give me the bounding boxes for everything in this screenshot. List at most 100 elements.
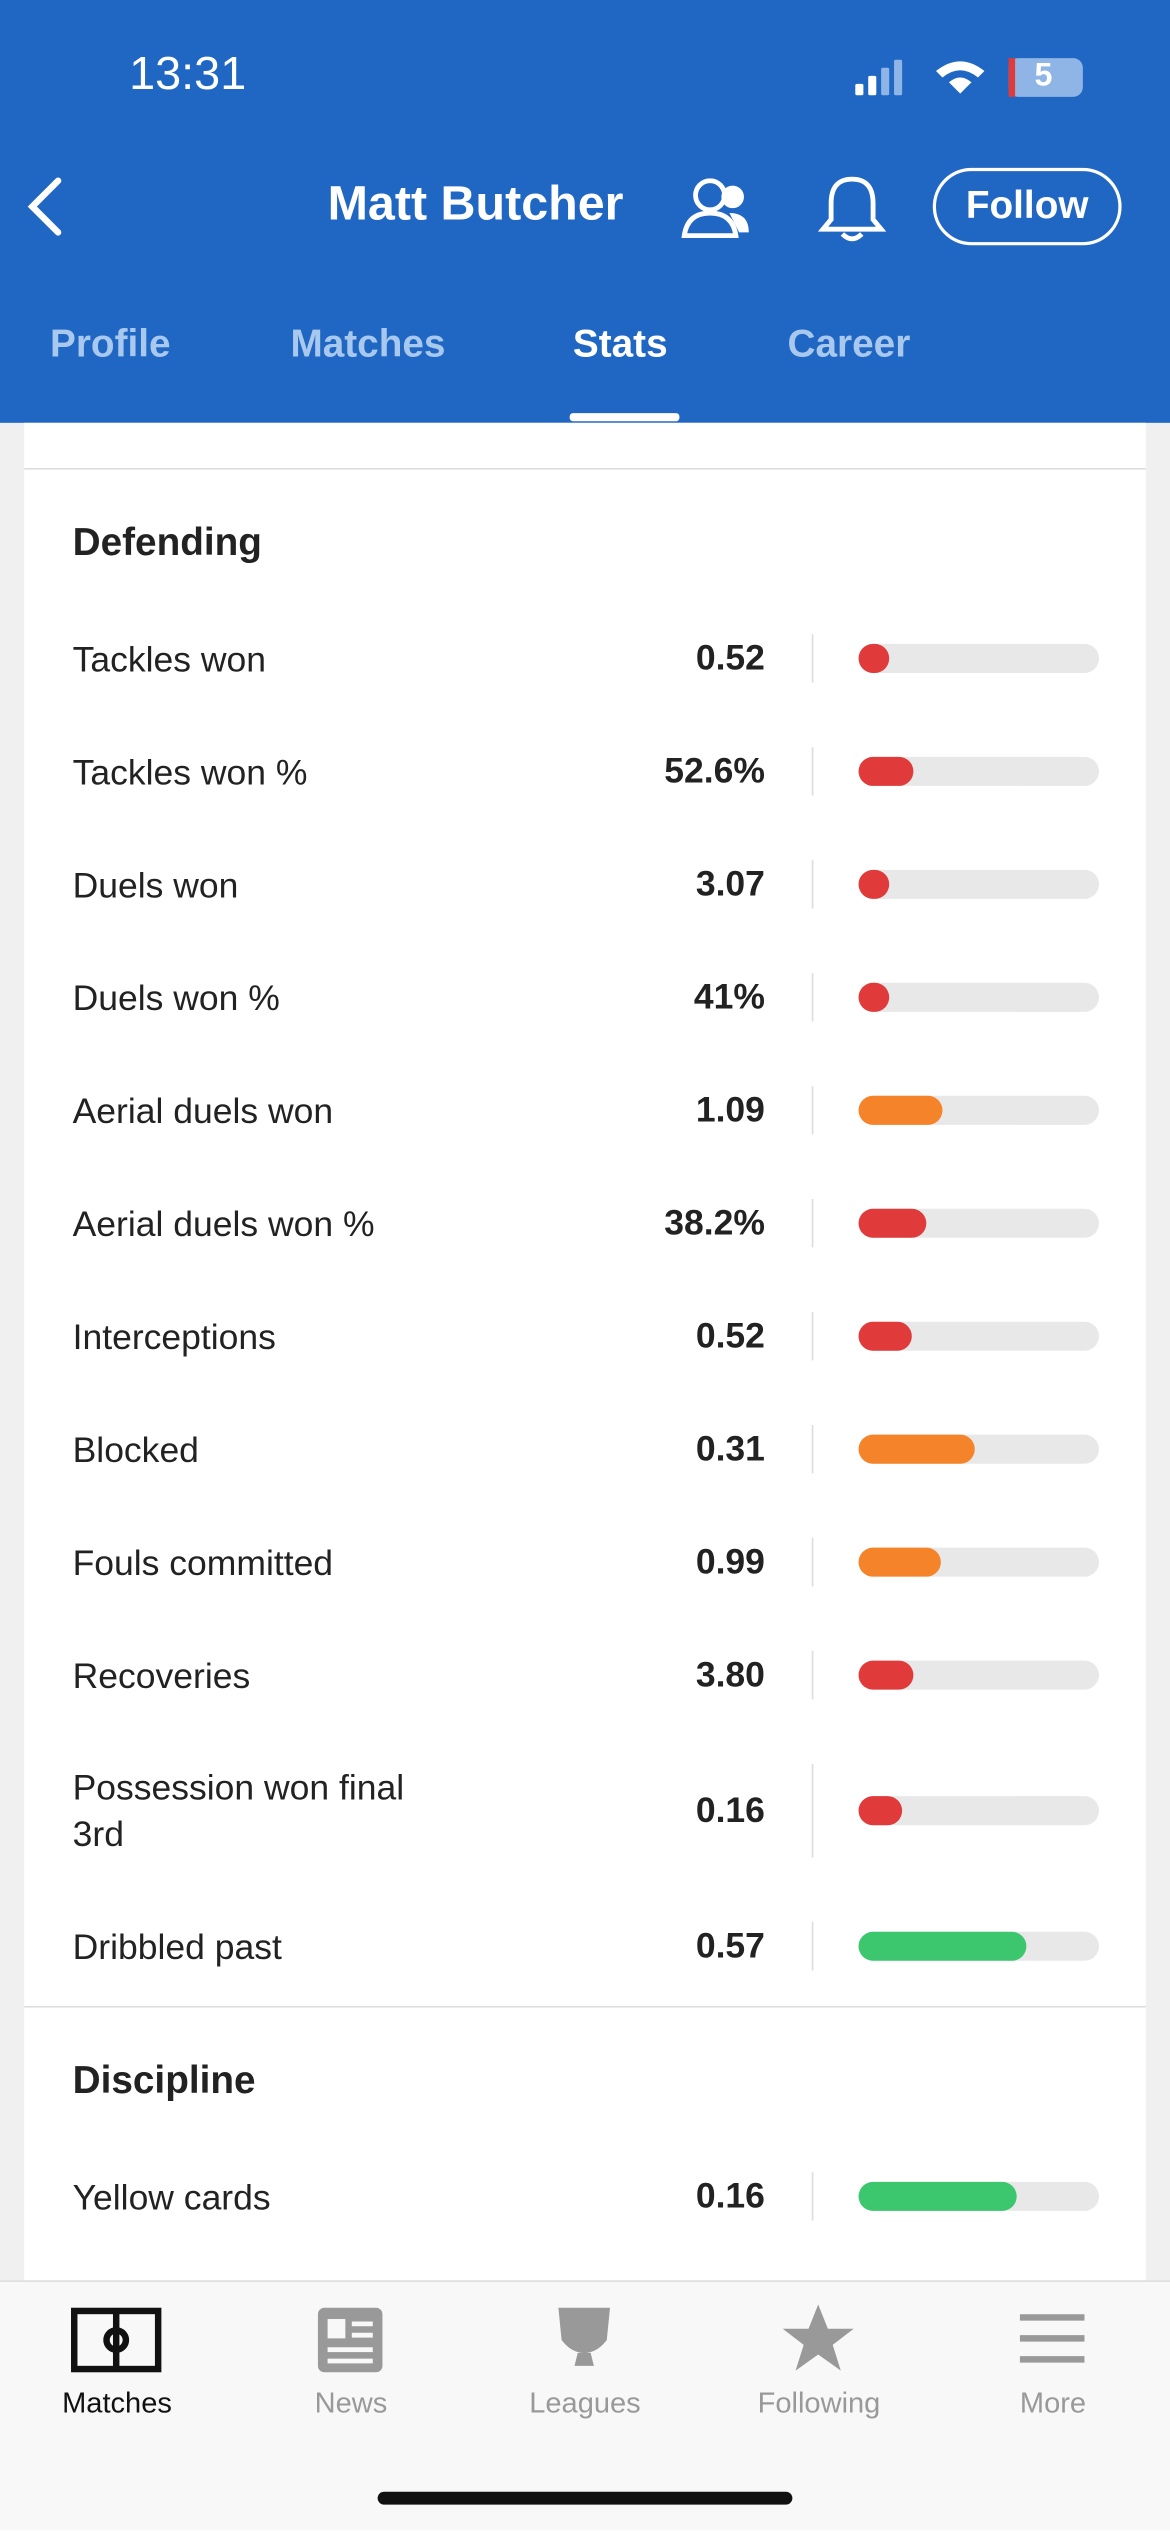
percentile-bar [858, 1660, 914, 1690]
notify-bell[interactable] [818, 171, 886, 242]
stat-value: 0.31 [695, 1428, 765, 1469]
nav-item[interactable]: Leagues [529, 2386, 641, 2420]
stat-row[interactable]: Aerial duels won 1.09 [24, 1054, 1146, 1167]
stat-label: Possession won final 3rd [72, 1767, 405, 1855]
divider [811, 2172, 814, 2221]
stat-value: 41% [693, 976, 765, 1017]
stat-label: Recoveries [72, 1654, 251, 1696]
stat-value: 0.52 [695, 1315, 765, 1356]
nav-item[interactable]: News [314, 2386, 388, 2420]
percentile-track [858, 1321, 1099, 1351]
stat-row[interactable]: Aerial duels won % 38.2% [24, 1167, 1146, 1280]
percentile-bar [858, 982, 890, 1012]
status-time: 13:31 [129, 48, 247, 101]
percentile-track [858, 1095, 1099, 1125]
tab[interactable]: Matches [290, 322, 446, 367]
percentile-bar [858, 1796, 902, 1826]
divider [811, 973, 814, 1022]
percentile-track [858, 2181, 1099, 2211]
nav-item[interactable]: Matches [62, 2386, 172, 2420]
stat-label: Dribbled past [72, 1926, 282, 1967]
nav-item[interactable]: Following [757, 2386, 881, 2420]
stats-card: Defending Tackles won 0.52 Tackles won % 52.… [24, 422, 1146, 2334]
percentile-track [858, 643, 1099, 673]
percentile-track [858, 1434, 1099, 1464]
divider [811, 1086, 814, 1135]
stat-row[interactable]: Fouls committed 0.99 [24, 1506, 1146, 1619]
stat-value: 1.09 [695, 1089, 765, 1130]
battery-level: 5 [1034, 58, 1053, 94]
stat-label: Interceptions [72, 1316, 276, 1357]
section-title: Defending [72, 521, 262, 565]
stat-row[interactable]: Duels won 3.07 [24, 828, 1146, 941]
percentile-bar [858, 869, 890, 899]
percentile-track [858, 1547, 1099, 1577]
percentile-bar [858, 2181, 1018, 2211]
percentile-bar [858, 1931, 1027, 1961]
stat-value: 0.16 [695, 1789, 765, 1831]
percentile-track [858, 1796, 1099, 1826]
divider [811, 1922, 814, 1971]
stat-label: Tackles won [72, 638, 267, 679]
divider [811, 1199, 814, 1248]
divider [811, 1312, 814, 1361]
stat-row[interactable]: Possession won final 3rd 0.16 [24, 1732, 1146, 1890]
follow-button[interactable]: Follow [932, 167, 1122, 246]
divider [811, 1650, 814, 1700]
stat-row[interactable]: Tackles won 0.52 [24, 602, 1146, 715]
stat-row[interactable]: Yellow cards 0.16 [24, 2140, 1146, 2253]
percentile-bar [858, 756, 914, 786]
percentile-bar [858, 1095, 943, 1125]
stat-row[interactable]: Tackles won % 52.6% [24, 715, 1146, 828]
stat-row[interactable]: Dribbled past 0.57 [24, 1890, 1146, 2006]
nav-item[interactable]: More [1019, 2386, 1087, 2420]
percentile-track [858, 982, 1099, 1012]
stat-label: Duels won % [72, 977, 280, 1018]
stat-label: Tackles won % [72, 751, 308, 792]
stat-row[interactable]: Duels won % 41% [24, 941, 1146, 1054]
divider [811, 1537, 814, 1587]
squad-icon[interactable] [675, 174, 756, 242]
tab[interactable]: Profile [50, 322, 171, 367]
stat-value: 0.16 [695, 2175, 765, 2216]
stat-label: Blocked [72, 1429, 199, 1470]
stat-value: 52.6% [664, 750, 765, 791]
back-button[interactable] [23, 174, 71, 239]
divider [811, 634, 814, 683]
percentile-track [858, 756, 1099, 786]
percentile-bar [858, 643, 890, 673]
section-title: Discipline [72, 2059, 256, 2103]
stat-label: Fouls committed [72, 1541, 334, 1583]
nav-icons [71, 2304, 1085, 2373]
stat-value: 0.52 [695, 637, 765, 678]
tab-underline [569, 413, 680, 422]
divider [811, 747, 814, 796]
percentile-track [858, 869, 1099, 899]
tab[interactable]: Stats [572, 322, 668, 367]
divider [811, 860, 814, 909]
stat-section: Defending Tackles won 0.52 Tackles won % 52.… [24, 470, 1146, 2006]
percentile-track [858, 1660, 1099, 1690]
stat-row[interactable]: Blocked 0.31 [24, 1393, 1146, 1506]
home-indicator [377, 2491, 793, 2505]
bottom-nav: Matches News Leagues Following More [0, 2280, 1170, 2531]
percentile-track [858, 1208, 1099, 1238]
percentile-track [858, 1931, 1099, 1961]
percentile-bar [858, 1547, 941, 1577]
stat-value: 38.2% [664, 1202, 765, 1243]
stat-label: Aerial duels won % [72, 1203, 375, 1244]
stat-sections: Defending Tackles won 0.52 Tackles won % 52.… [24, 470, 1146, 2366]
stat-label: Duels won [72, 864, 239, 905]
divider [811, 1424, 814, 1474]
divider [811, 1763, 814, 1858]
stat-row[interactable]: Interceptions 0.52 [24, 1280, 1146, 1393]
status-icons [855, 58, 1083, 97]
tab[interactable]: Career [787, 322, 911, 367]
stat-value: 3.80 [695, 1654, 765, 1695]
stat-row[interactable]: Recoveries 3.80 [24, 1619, 1146, 1732]
stat-label: Yellow cards [72, 2176, 271, 2217]
card-top [24, 423, 1146, 470]
stat-value: 3.07 [695, 863, 765, 904]
